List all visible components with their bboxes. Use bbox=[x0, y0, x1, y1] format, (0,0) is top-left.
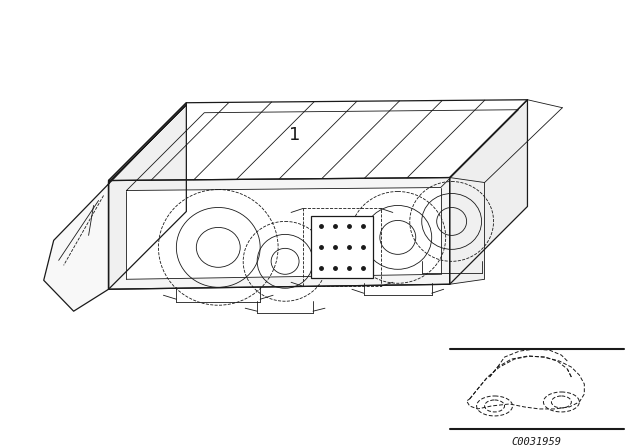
Polygon shape bbox=[450, 100, 527, 284]
Text: C0031959: C0031959 bbox=[511, 437, 561, 447]
Polygon shape bbox=[44, 105, 186, 311]
Polygon shape bbox=[450, 177, 484, 284]
Polygon shape bbox=[109, 177, 450, 289]
Polygon shape bbox=[127, 188, 441, 279]
Text: 1: 1 bbox=[289, 125, 301, 144]
Polygon shape bbox=[109, 103, 186, 289]
Polygon shape bbox=[109, 100, 527, 181]
Bar bbox=[311, 216, 373, 278]
Bar bbox=[303, 208, 381, 286]
